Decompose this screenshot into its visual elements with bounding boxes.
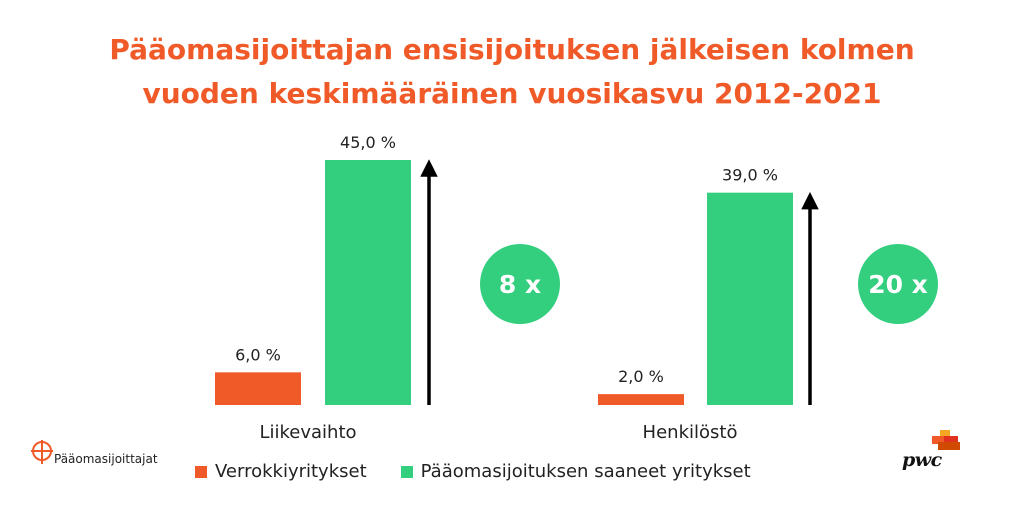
pwc-logo-text: pwc bbox=[902, 449, 942, 471]
bar-liikevaihto-paaomasijoitus bbox=[325, 160, 411, 405]
legend-swatch-orange bbox=[195, 465, 207, 478]
multiplier-badge-liikevaihto bbox=[480, 244, 560, 324]
chart-title: Pääomasijoittajan ensisijoituksen jälkei… bbox=[0, 28, 1024, 116]
data-label-henkilosto-paaomasijoitus: 39,0 % bbox=[722, 166, 778, 185]
bar-liikevaihto-verrokki bbox=[215, 372, 301, 405]
pwc-logo: pwc bbox=[902, 430, 964, 476]
legend-label-paaomasijoituksen-saaneet: Pääomasijoituksen saaneet yritykset bbox=[420, 461, 751, 482]
legend: Verrokkiyritykset Pääomasijoituksen saan… bbox=[195, 461, 751, 482]
category-label-liikevaihto: Liikevaihto bbox=[259, 422, 356, 443]
multiplier-text-henkilosto: 20 x bbox=[868, 270, 928, 299]
legend-swatch-green bbox=[400, 465, 413, 478]
data-label-liikevaihto-verrokki: 6,0 % bbox=[235, 345, 281, 364]
paaomasijoittajat-logo-text: Pääomasijoittajat bbox=[54, 452, 158, 466]
data-label-henkilosto-verrokki: 2,0 % bbox=[618, 367, 664, 386]
paaomasijoittajat-logo-icon bbox=[31, 440, 53, 464]
multiplier-badge-henkilosto bbox=[858, 244, 938, 324]
multiplier-text-liikevaihto: 8 x bbox=[499, 270, 541, 299]
category-label-henkilosto: Henkilöstö bbox=[643, 422, 738, 443]
legend-item-verrokkiyritykset: Verrokkiyritykset bbox=[195, 461, 367, 482]
bar-henkilosto-verrokki bbox=[598, 394, 684, 405]
chart-title-line-2: vuoden keskimääräinen vuosikasvu 2012-20… bbox=[142, 77, 882, 110]
legend-label-verrokkiyritykset: Verrokkiyritykset bbox=[215, 461, 367, 482]
data-label-liikevaihto-paaomasijoitus: 45,0 % bbox=[340, 133, 396, 152]
bar-henkilosto-paaomasijoitus bbox=[707, 192, 793, 405]
legend-item-paaomasijoituksen-saaneet: Pääomasijoituksen saaneet yritykset bbox=[400, 461, 751, 482]
chart-title-line-1: Pääomasijoittajan ensisijoituksen jälkei… bbox=[109, 33, 915, 66]
pwc-logo-blocks-icon bbox=[932, 430, 960, 450]
paaomasijoittajat-logo: Pääomasijoittajat bbox=[30, 438, 158, 466]
